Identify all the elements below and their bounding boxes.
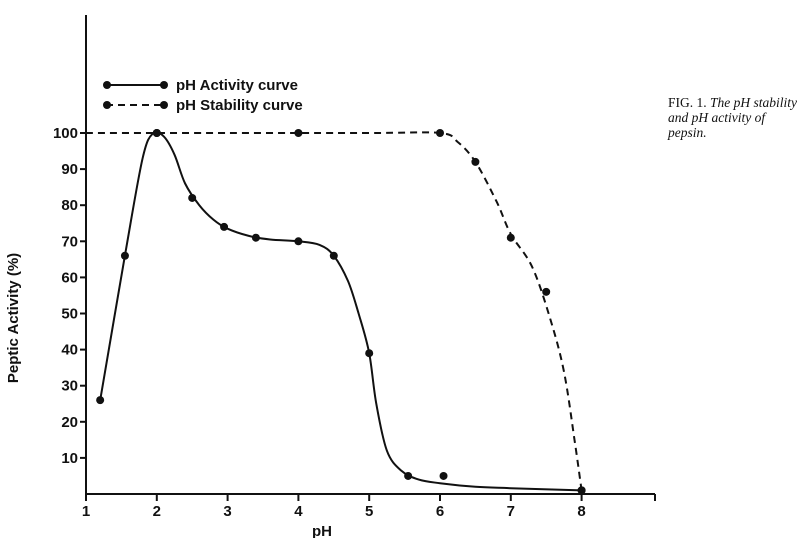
data-point (471, 157, 480, 166)
series-stability (86, 129, 586, 495)
x-tick-label: 6 (436, 503, 444, 520)
stability-curve-line (86, 131, 583, 491)
y-tick-label: 40 (61, 342, 78, 359)
y-tick-label: 100 (53, 125, 78, 142)
axes (85, 15, 655, 495)
series-activity (96, 129, 586, 495)
x-tick-label: 3 (223, 503, 231, 520)
figure-caption: FIG. 1. The pH stability and pH activity… (668, 95, 798, 140)
legend-label: pH Activity curve (176, 77, 298, 94)
legend-item: pH Stability curve (103, 97, 303, 114)
x-tick-labels: 1 2 3 4 5 6 7 8 (82, 503, 586, 520)
data-point (404, 471, 413, 480)
caption-label: FIG. 1. (668, 95, 707, 110)
y-tick-label: 90 (61, 161, 78, 178)
y-tick-label: 30 (61, 378, 78, 395)
data-point (152, 129, 161, 137)
caption-text: The pH stability and pH activity of peps… (668, 95, 798, 140)
y-tick-label: 20 (61, 414, 78, 431)
x-tick-label: 5 (365, 503, 373, 520)
legend-label: pH Stability curve (176, 97, 303, 114)
data-point (120, 251, 129, 260)
legend-item: pH Activity curve (103, 77, 298, 94)
data-point (188, 193, 197, 202)
data-point (542, 287, 551, 296)
series-layer (86, 129, 586, 495)
x-axis-title: pH (312, 523, 332, 538)
data-point (436, 129, 444, 137)
y-tick-label: 70 (61, 233, 78, 250)
data-point (439, 471, 448, 480)
data-point (220, 222, 229, 231)
y-axis-title: Peptic Activity (%) (5, 253, 22, 383)
x-tick-label: 2 (153, 503, 161, 520)
x-tick-label: 4 (294, 503, 303, 520)
legend-swatch-dot (160, 101, 168, 109)
data-point (506, 233, 515, 242)
data-point (251, 233, 260, 242)
activity-curve-line (99, 130, 582, 492)
y-tick-label: 60 (61, 269, 78, 286)
y-tick-labels: 10 20 30 40 50 60 70 80 90 100 (53, 125, 78, 467)
x-tick-label: 7 (507, 503, 515, 520)
legend-swatch-dot (103, 81, 111, 89)
tick-marks (80, 132, 656, 501)
data-point (329, 251, 338, 260)
y-tick-label: 80 (61, 197, 78, 214)
data-point (294, 129, 303, 137)
y-tick-label: 50 (61, 306, 78, 323)
x-tick-label: 8 (577, 503, 585, 520)
data-point (577, 486, 586, 495)
data-point (96, 396, 105, 405)
legend-swatch-dot (103, 101, 111, 109)
legend-swatch-dot (160, 81, 168, 89)
data-point (294, 237, 303, 246)
y-tick-label: 10 (61, 450, 78, 467)
data-point (365, 349, 374, 358)
legend: pH Activity curve pH Stability curve (103, 77, 303, 114)
x-tick-label: 1 (82, 503, 90, 520)
